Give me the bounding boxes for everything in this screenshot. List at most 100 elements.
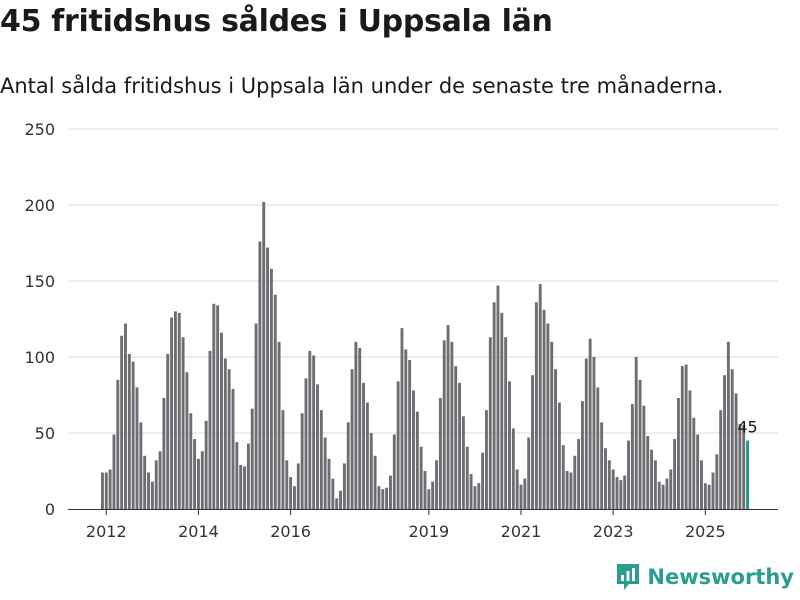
- bar: [454, 366, 458, 509]
- bar: [335, 498, 339, 509]
- bar: [511, 428, 515, 509]
- bar: [400, 328, 404, 509]
- bar: [227, 369, 231, 509]
- bar: [147, 472, 150, 509]
- axis-layer: 0 50 100 150 200 250 2012 2014 2016 2019 2021 2023 2…: [24, 120, 778, 540]
- bar: [285, 460, 289, 509]
- bar: [415, 411, 419, 509]
- bar: [323, 437, 327, 509]
- bar: [108, 469, 112, 509]
- bar: [600, 422, 604, 509]
- bar: [734, 393, 738, 509]
- bar: [304, 378, 308, 509]
- bar: [581, 401, 584, 509]
- bar: [327, 458, 331, 509]
- bar: [342, 463, 346, 509]
- bar: [412, 390, 415, 509]
- bar: [239, 464, 243, 509]
- bar: [485, 410, 488, 509]
- bar: [677, 398, 680, 509]
- bar: [354, 341, 358, 509]
- bar: [293, 486, 296, 509]
- bar: [365, 402, 369, 509]
- x-tick-label: 2021: [501, 522, 542, 540]
- bar: [377, 486, 381, 509]
- bar: [423, 471, 427, 509]
- y-tick-label: 250: [24, 120, 55, 139]
- bar: [519, 484, 523, 509]
- bar: [700, 460, 703, 509]
- bar: [216, 305, 220, 509]
- bar: [392, 434, 396, 509]
- bar: [166, 353, 170, 509]
- bar: [404, 349, 408, 509]
- bar-highlight: [746, 440, 750, 509]
- bar: [642, 405, 646, 509]
- bar: [223, 358, 227, 509]
- bar: [665, 478, 669, 509]
- y-tick-label: 100: [24, 348, 55, 367]
- x-tick-label: 2025: [685, 522, 726, 540]
- bar: [657, 481, 661, 509]
- bar: [266, 247, 270, 509]
- bar: [408, 360, 412, 509]
- bar: [139, 422, 143, 509]
- bar: [193, 439, 197, 509]
- bar: [611, 469, 615, 509]
- grid-layer: [68, 128, 778, 434]
- bar: [373, 455, 377, 509]
- bar: [569, 472, 573, 509]
- bar: [435, 460, 438, 509]
- bar: [419, 446, 423, 509]
- bar: [262, 201, 266, 509]
- bar: [173, 311, 177, 509]
- bar: [696, 434, 700, 509]
- bar: [319, 410, 323, 509]
- bar: [269, 268, 273, 509]
- bar: [726, 341, 730, 509]
- bar: [684, 364, 688, 509]
- bar: [646, 436, 650, 509]
- bar: [653, 460, 657, 509]
- bar: [431, 481, 435, 509]
- bar: [389, 475, 392, 509]
- bar: [104, 472, 108, 509]
- bar: [638, 379, 642, 509]
- bar: [273, 294, 277, 509]
- bar: [554, 369, 558, 509]
- bar: [719, 410, 723, 509]
- bar: [258, 241, 262, 510]
- chart-subtitle: Antal sålda fritidshus i Uppsala län und…: [0, 74, 724, 98]
- bar: [461, 416, 465, 509]
- bar: [231, 388, 235, 509]
- bar: [542, 309, 546, 509]
- bar: [588, 338, 592, 509]
- bar: [181, 337, 185, 509]
- bar: [131, 361, 135, 509]
- bar: [362, 382, 366, 509]
- bar: [458, 382, 462, 509]
- bar: [254, 323, 258, 509]
- bar: [212, 303, 216, 509]
- bar: [289, 477, 293, 509]
- bar: [162, 398, 166, 509]
- newsworthy-logo-icon: [617, 564, 640, 590]
- bar: [504, 337, 508, 509]
- bar: [730, 369, 734, 509]
- bar: [438, 398, 442, 509]
- bar: [688, 390, 692, 509]
- bar: [385, 487, 389, 509]
- bar: [492, 302, 496, 509]
- bar: [150, 481, 154, 509]
- bar: [650, 449, 654, 509]
- x-tick-label: 2014: [178, 522, 219, 540]
- bar: [316, 384, 319, 509]
- bar: [508, 381, 511, 509]
- bar: [634, 357, 638, 509]
- bar-layer: [101, 201, 750, 510]
- bar: [197, 458, 200, 509]
- bar: [112, 434, 116, 509]
- bar: [346, 422, 350, 509]
- bar: [101, 472, 104, 509]
- bar: [703, 483, 707, 509]
